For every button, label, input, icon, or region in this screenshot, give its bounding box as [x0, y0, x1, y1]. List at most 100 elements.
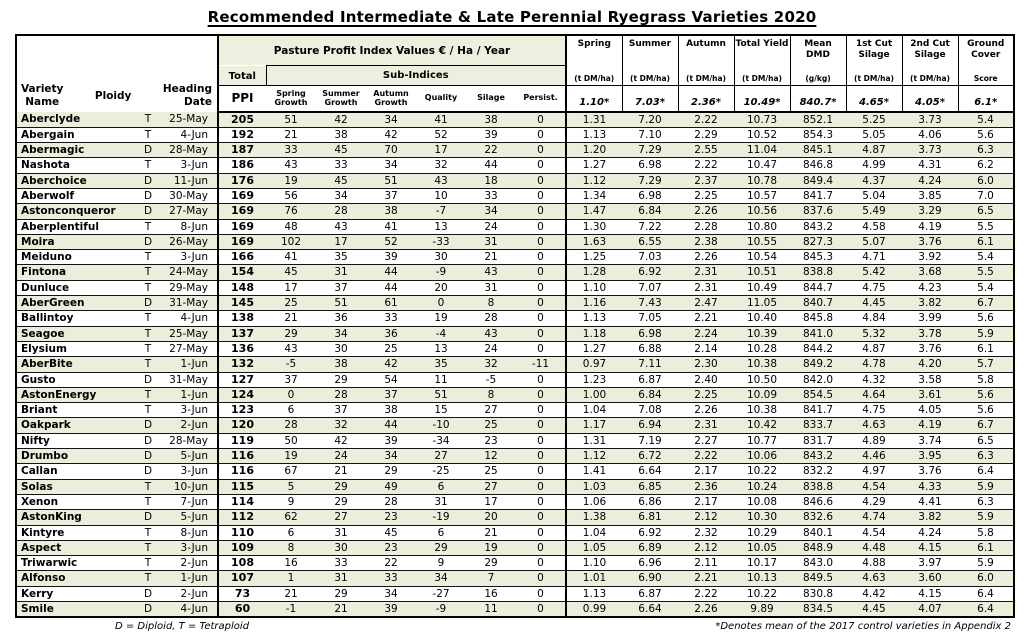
autumn-yield-cell: 2.31 [678, 417, 734, 434]
second-cut-silage-cell: 3.58 [902, 372, 958, 388]
summer-yield-cell: 7.11 [622, 356, 678, 373]
ppi-banner-header: Pasture Profit Index Values € / Ha / Yea… [218, 35, 567, 66]
autumn-growth-cell: 49 [366, 479, 416, 495]
persistency-cell: 0 [516, 540, 566, 557]
table-row: Dunluce T 29-May 148 17 37 44 20 31 0 1.… [16, 280, 1014, 297]
heading-date-cell: 3-Jun [168, 249, 218, 266]
autumn-yield-cell: 2.40 [678, 372, 734, 388]
spring-growth-cell: 21 [266, 586, 316, 603]
ground-cover-cell: 6.7 [958, 417, 1014, 434]
first-cut-silage-cell: 4.48 [846, 540, 902, 557]
first-cut-silage-cell: 4.45 [846, 295, 902, 312]
variety-name-cell: Aberplentiful [16, 219, 128, 235]
ploidy-cell: T [128, 310, 168, 327]
quality-cell: 9 [416, 555, 466, 572]
column-header-summer: Summer (t DM/ha) [621, 34, 679, 86]
autumn-yield-cell: 2.37 [678, 173, 734, 189]
spring-yield-cell: 1.00 [565, 387, 622, 404]
summer-growth-cell: 31 [316, 570, 366, 587]
heading-date-cell: 11-Jun [168, 173, 218, 189]
heading-date-cell: 1-Jun [168, 356, 218, 373]
persistency-cell: 0 [516, 219, 566, 235]
quality-cell: 0 [416, 295, 466, 312]
variety-name-cell: Nifty [16, 433, 128, 450]
second-cut-silage-cell: 4.06 [902, 127, 958, 144]
persistency-cell: 0 [516, 310, 566, 327]
quality-cell: 27 [416, 448, 466, 465]
ploidy-cell: D [128, 417, 168, 434]
quality-cell: 43 [416, 173, 466, 189]
second-cut-silage-cell: 3.76 [902, 341, 958, 358]
persistency-cell: 0 [516, 188, 566, 205]
column-header-spring: Spring (t DM/ha) [565, 34, 623, 86]
silage-cell: 19 [466, 540, 516, 557]
ground-cover-cell: 6.1 [958, 341, 1014, 358]
heading-date-cell: 28-May [168, 142, 218, 159]
ppi-cell: 169 [217, 234, 266, 251]
spring-growth-cell: 21 [266, 310, 316, 327]
total-yield-cell: 10.24 [734, 479, 790, 495]
autumn-growth-cell: 41 [366, 219, 416, 235]
ppi-cell: 112 [217, 509, 266, 526]
summer-yield-cell: 6.84 [622, 387, 678, 404]
spring-growth-cell: 43 [266, 341, 316, 358]
heading-date-cell: 2-Jun [168, 586, 218, 603]
summer-growth-cell: 38 [316, 356, 366, 373]
ppi-column-header: PPI [217, 85, 266, 113]
table-row: Meiduno T 3-Jun 166 41 35 39 30 21 0 1.2… [16, 249, 1014, 266]
summer-growth-cell: 17 [316, 234, 366, 251]
summer-yield-cell: 7.07 [622, 280, 678, 297]
ploidy-cell: D [128, 601, 168, 618]
second-cut-silage-cell: 4.15 [902, 586, 958, 603]
summer-yield-cell: 7.29 [622, 142, 678, 159]
autumn-growth-cell: 39 [366, 433, 416, 450]
total-yield-cell: 10.22 [734, 586, 790, 603]
second-cut-silage-cell: 3.76 [902, 234, 958, 251]
column-label: Autumn [686, 39, 726, 49]
quality-cell: 15 [416, 402, 466, 419]
ppi-cell: 115 [217, 479, 266, 495]
spring-growth-cell: 56 [266, 188, 316, 205]
ground-cover-cell: 5.4 [958, 249, 1014, 266]
ploidy-cell: T [128, 494, 168, 511]
table-row: Drumbo D 5-Jun 116 19 24 34 27 12 0 1.12… [16, 448, 1014, 465]
control-mean-first-cut: 4.65* [845, 85, 902, 113]
autumn-yield-cell: 2.38 [678, 234, 734, 251]
column-header-total-yield: Total Yield (t DM/ha) [733, 34, 791, 86]
ppi-cell: 205 [217, 111, 266, 128]
summer-growth-cell: 21 [316, 601, 366, 618]
summer-growth-cell: 28 [316, 203, 366, 220]
silage-cell: 7 [466, 570, 516, 587]
summer-growth-cell: 38 [316, 127, 366, 144]
ppi-cell: 116 [217, 463, 266, 480]
spring-growth-cell: 21 [266, 127, 316, 144]
ppi-cell: 137 [217, 326, 266, 342]
mean-dmd-cell: 844.7 [790, 280, 846, 297]
table-row: Alfonso T 1-Jun 107 1 31 33 34 7 0 1.01 … [16, 570, 1014, 587]
page-title: Recommended Intermediate & Late Perennia… [207, 8, 817, 26]
summer-yield-cell: 6.86 [622, 494, 678, 511]
table-row: Seagoe T 25-May 137 29 34 36 -4 43 0 1.1… [16, 326, 1014, 342]
ground-cover-cell: 5.5 [958, 264, 1014, 281]
total-yield-cell: 10.09 [734, 387, 790, 404]
spring-growth-cell: 0 [266, 387, 316, 404]
persistency-cell: 0 [516, 111, 566, 128]
total-yield-cell: 10.28 [734, 341, 790, 358]
persistency-cell: 0 [516, 341, 566, 358]
spring-yield-cell: 1.41 [565, 463, 622, 480]
summer-growth-cell: 35 [316, 249, 366, 266]
variety-name-cell: Solas [16, 479, 128, 495]
heading-date-cell: 1-Jun [168, 387, 218, 404]
summer-growth-cell: 29 [316, 479, 366, 495]
quality-cell: 29 [416, 540, 466, 557]
heading-date-cell: 3-Jun [168, 157, 218, 174]
ppi-cell: 169 [217, 219, 266, 235]
mean-dmd-cell: 843.2 [790, 448, 846, 465]
ground-cover-cell: 5.9 [958, 326, 1014, 342]
heading-date-cell: 24-May [168, 264, 218, 281]
persistency-cell: 0 [516, 463, 566, 480]
quality-cell: -19 [416, 509, 466, 526]
autumn-growth-cell: 44 [366, 280, 416, 297]
variety-name-cell: AberBite [16, 356, 128, 373]
quality-cell: -9 [416, 601, 466, 618]
